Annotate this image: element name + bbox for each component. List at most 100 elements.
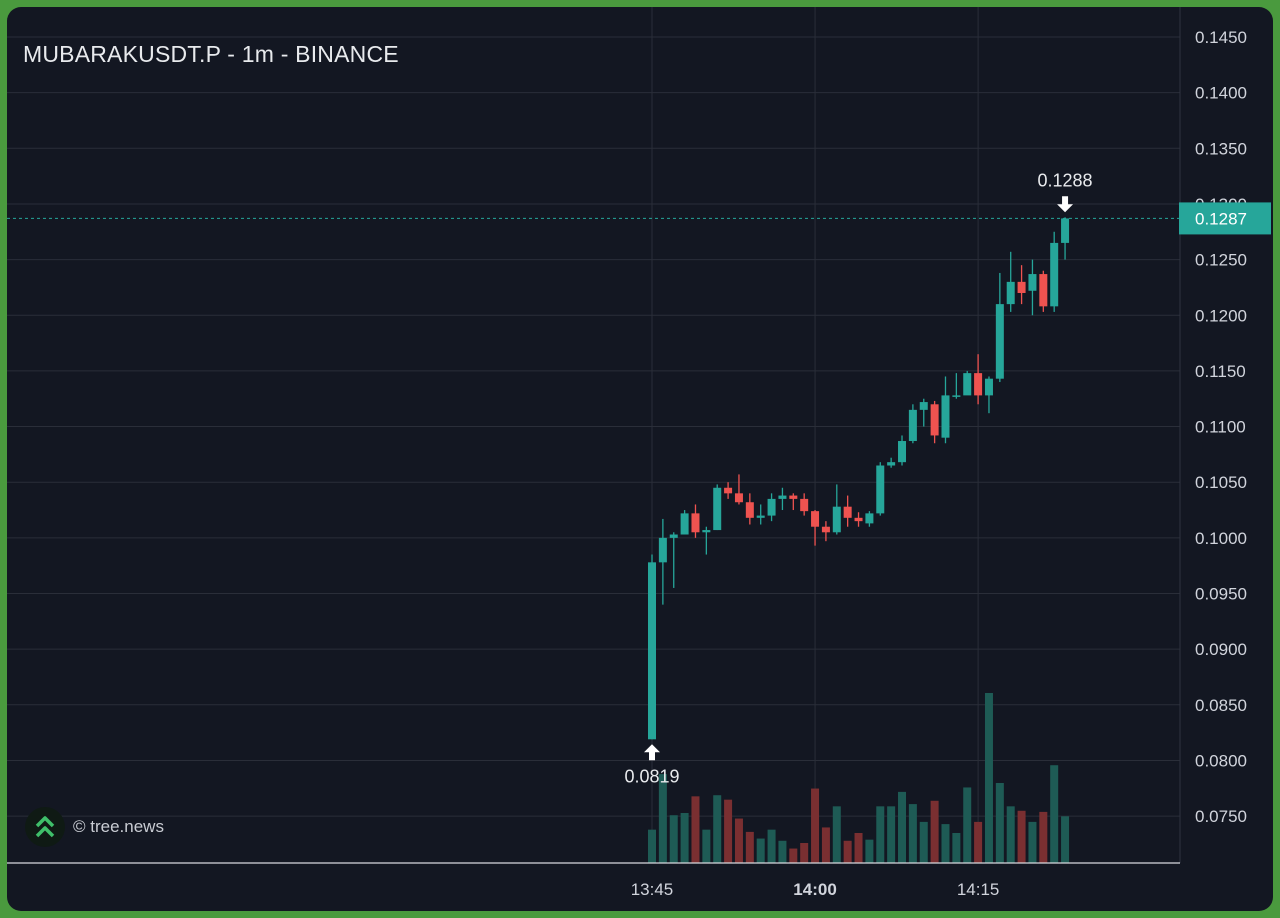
- volume-bar: [713, 795, 722, 863]
- candle-body: [800, 498, 809, 512]
- candle-body: [789, 495, 798, 499]
- x-tick-label: 14:15: [957, 880, 1000, 899]
- volume-bar: [1017, 810, 1026, 863]
- volume-bar: [811, 788, 820, 863]
- volume-bar: [941, 824, 950, 863]
- x-tick-label: 13:45: [631, 880, 674, 899]
- volume-bar: [865, 839, 874, 863]
- candle-body: [648, 562, 656, 740]
- volume-bar: [974, 821, 983, 863]
- y-tick-label: 0.1150: [1195, 362, 1246, 381]
- candle-body: [767, 498, 776, 516]
- y-tick-label: 0.1050: [1195, 473, 1247, 492]
- candle-body: [734, 493, 743, 503]
- candle-body: [887, 462, 896, 466]
- volume-bar: [1028, 821, 1037, 863]
- candle-body: [680, 513, 689, 535]
- candle-body: [984, 378, 993, 396]
- y-tick-label: 0.1450: [1195, 28, 1247, 47]
- low-price-label: 0.0819: [624, 766, 679, 786]
- volume-bar: [800, 843, 809, 863]
- volume-bar: [724, 799, 733, 863]
- y-tick-label: 0.1100: [1195, 418, 1246, 437]
- candle-body: [1006, 281, 1015, 305]
- y-tick-label: 0.1350: [1195, 139, 1247, 158]
- last-price-label: 0.1287: [1195, 209, 1247, 228]
- candle-body: [898, 441, 907, 463]
- y-tick-label: 0.0950: [1195, 585, 1247, 604]
- volume-bar: [963, 787, 972, 863]
- y-tick-label: 0.0900: [1195, 640, 1247, 659]
- volume-bar: [876, 806, 885, 863]
- candle-body: [930, 404, 939, 436]
- candle-body: [854, 517, 863, 522]
- candle-body: [745, 502, 754, 518]
- candle-body: [952, 395, 961, 397]
- volume-bar: [658, 774, 667, 863]
- volume-bar: [734, 818, 743, 863]
- volume-bar: [898, 791, 907, 863]
- candle-body: [1017, 281, 1026, 293]
- candle-body: [778, 495, 787, 499]
- volume-bar: [952, 833, 961, 863]
- volume-bar: [745, 831, 754, 863]
- candle-body: [821, 526, 830, 533]
- volume-bar: [919, 821, 928, 863]
- candle-body: [713, 487, 722, 531]
- y-tick-label: 0.0850: [1195, 696, 1247, 715]
- volume-bar: [821, 827, 830, 863]
- watermark-text: © tree.news: [73, 817, 164, 836]
- candlestick-chart[interactable]: 0.14500.14000.13500.13000.12500.12000.11…: [7, 7, 1273, 911]
- volume-bar: [669, 815, 678, 863]
- candle-body: [1039, 274, 1048, 307]
- volume-bar: [887, 806, 896, 863]
- volume-bar: [995, 783, 1004, 863]
- volume-bar: [984, 693, 993, 863]
- candle-body: [995, 304, 1004, 379]
- volume-bar: [1061, 816, 1070, 863]
- arrow-down-icon: [1057, 196, 1074, 213]
- y-tick-label: 0.1250: [1195, 251, 1247, 270]
- last-price-tag: [1179, 202, 1271, 235]
- candle-body: [702, 530, 711, 533]
- volume-bar: [680, 813, 689, 863]
- candle-body: [1061, 218, 1070, 243]
- volume-bar: [691, 796, 700, 863]
- y-tick-label: 0.1400: [1195, 84, 1247, 103]
- volume-bar: [843, 840, 852, 863]
- candle-body: [756, 515, 765, 518]
- chart-frame: 0.14500.14000.13500.13000.12500.12000.11…: [7, 7, 1273, 911]
- volume-bar: [1006, 806, 1015, 863]
- volume-bar: [789, 848, 798, 863]
- volume-bar: [756, 838, 765, 863]
- y-tick-label: 0.1000: [1195, 529, 1247, 548]
- volume-bar: [1050, 765, 1059, 863]
- y-tick-label: 0.0800: [1195, 751, 1247, 770]
- volume-bar: [908, 804, 917, 863]
- candle-body: [876, 465, 885, 514]
- volume-bar: [854, 833, 863, 863]
- candle-body: [919, 402, 928, 410]
- candle-body: [1050, 242, 1059, 307]
- candle-body: [658, 537, 667, 563]
- candle-body: [832, 506, 841, 533]
- tree-news-chevrons-icon: [25, 807, 65, 847]
- volume-bar: [930, 800, 939, 863]
- candle-body: [669, 534, 678, 538]
- candle-body: [691, 513, 700, 533]
- candle-body: [908, 409, 917, 442]
- candle-body: [941, 395, 950, 438]
- candle-body: [843, 506, 852, 518]
- volume-bar: [648, 829, 656, 863]
- volume-bar: [767, 829, 776, 863]
- chart-title: MUBARAKUSDT.P - 1m - BINANCE: [23, 41, 399, 67]
- arrow-up-icon: [644, 744, 660, 761]
- volume-bar: [702, 829, 711, 863]
- y-tick-label: 0.0750: [1195, 807, 1247, 826]
- y-tick-label: 0.1200: [1195, 306, 1247, 325]
- x-tick-label: 14:00: [793, 880, 836, 899]
- candle-body: [811, 511, 820, 527]
- watermark: © tree.news: [25, 807, 164, 847]
- high-price-label: 0.1288: [1038, 170, 1093, 190]
- volume-bar: [778, 840, 787, 863]
